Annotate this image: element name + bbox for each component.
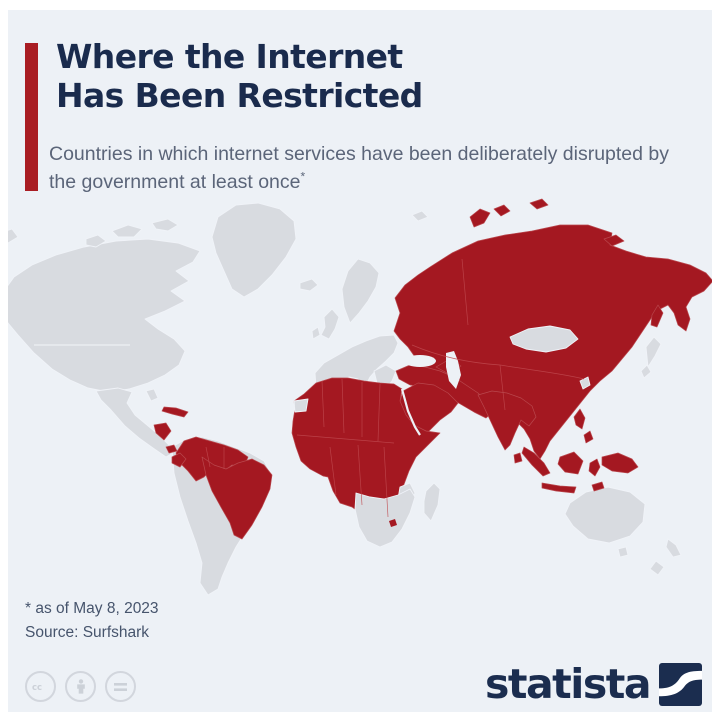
subtitle-text: Countries in which internet services hav… [49, 143, 670, 193]
map-region-canada-arctic-islands [85, 218, 179, 248]
map-region-timor-restricted [591, 481, 605, 492]
map-region-panama-restricted [165, 444, 178, 454]
map-region-philippines-restricted [573, 408, 594, 444]
map-region-java-restricted [541, 482, 577, 494]
map-region-mongolia [509, 325, 579, 353]
map-region-greenland [211, 202, 297, 298]
infographic-card: Where the Internet Has Been Restricted C… [8, 10, 712, 712]
footnote-line: * as of May 8, 2023 [25, 600, 159, 617]
map-region-tasmania [617, 546, 629, 558]
map-region-north-america [8, 238, 201, 393]
equals-icon [105, 671, 136, 702]
map-sea-caspian [446, 351, 461, 389]
map-borders-south-america [205, 446, 225, 469]
page-subtitle: Countries in which internet services hav… [49, 140, 669, 196]
map-region-ireland [311, 326, 321, 340]
license-badges: cc [25, 671, 136, 702]
map-borders-africa [296, 378, 395, 518]
statista-logo-mark-icon [659, 662, 702, 706]
footnote-block: * as of May 8, 2023 Source: Surfshark [25, 597, 159, 645]
map-region-sakhalin [650, 304, 664, 328]
map-region-novaya-zemlya [469, 198, 625, 247]
map-region-brazil-restricted [201, 456, 273, 540]
map-region-eswatini-restricted [389, 519, 397, 527]
world-choropleth-map [8, 198, 712, 596]
map-region-scandinavia [341, 258, 380, 324]
map-region-sri-lanka-restricted [513, 452, 523, 464]
svg-text:cc: cc [32, 683, 42, 693]
map-region-madagascar [423, 482, 441, 522]
title-line-1: Where the Internet [56, 37, 403, 76]
map-region-australia [564, 486, 646, 544]
map-region-iceland [299, 278, 319, 292]
map-region-ecuador-restricted [171, 452, 187, 468]
map-region-japan [640, 336, 662, 379]
map-borders-asia [411, 258, 585, 411]
statista-wordmark: statista [485, 660, 652, 708]
map-sea-red-sea [400, 388, 421, 436]
map-region-western-sahara [293, 398, 309, 413]
map-sea-black [404, 355, 436, 367]
map-region-sulawesi-restricted [588, 458, 601, 477]
attribution-person-icon [65, 671, 96, 702]
statista-logo: statista [485, 660, 702, 708]
page-title: Where the Internet Has Been Restricted [56, 37, 423, 115]
map-region-nicaragua-restricted [153, 422, 172, 441]
map-region-sumatra-restricted [521, 446, 551, 477]
map-region-new-zealand [649, 538, 682, 576]
subtitle-footnote-marker: * [300, 169, 306, 184]
source-line: Source: Surfshark [25, 624, 150, 641]
map-region-svalbard [411, 210, 429, 222]
map-region-united-kingdom [320, 308, 340, 340]
map-region-florida [145, 388, 159, 402]
cc-icon: cc [25, 671, 56, 702]
title-accent-bar [25, 43, 38, 191]
map-region-cuba-restricted [161, 406, 189, 418]
title-line-2: Has Been Restricted [56, 76, 423, 115]
map-region-mexico-central-america [95, 387, 174, 458]
map-region-chukotka-fragment [8, 228, 19, 244]
map-region-india-restricted [477, 390, 537, 451]
map-region-south-korea [579, 376, 591, 390]
map-region-borneo-restricted [557, 451, 584, 475]
map-region-south-africa [354, 488, 416, 548]
map-region-new-guinea-restricted [601, 452, 639, 474]
